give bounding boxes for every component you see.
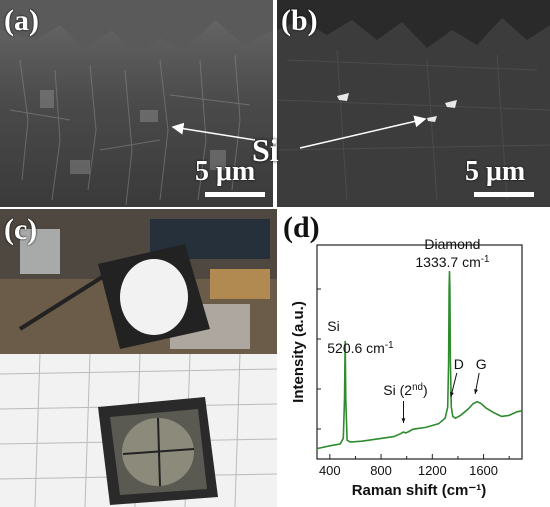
x-tick-label: 400 bbox=[319, 463, 341, 478]
panel-label-b: (b) bbox=[281, 4, 318, 37]
annotation-si-shift: 520.6 cm-1 bbox=[327, 340, 393, 357]
x-axis-label: Raman shift (cm⁻¹) bbox=[352, 482, 487, 499]
scale-bar-label-b: 5 μm bbox=[465, 156, 526, 187]
superscript: -1 bbox=[385, 340, 394, 351]
panel-label-a: (a) bbox=[4, 4, 39, 37]
x-tick-label: 1200 bbox=[418, 463, 447, 478]
panel-label-d: (d) bbox=[283, 211, 320, 244]
panel-b-sem-image: (b) 5 μm bbox=[277, 0, 550, 207]
annotation-si-second-order: Si (2nd) bbox=[383, 382, 427, 399]
scale-bar-b bbox=[474, 192, 534, 197]
sem-image-b bbox=[277, 0, 550, 207]
annotation-d-band: D bbox=[454, 356, 464, 372]
annotation-diamond: Diamond bbox=[424, 236, 480, 252]
superscript: -1 bbox=[481, 254, 490, 265]
arrow-head bbox=[450, 392, 454, 397]
annotation-si-second-order-tail: ) bbox=[423, 382, 428, 398]
arrow-head bbox=[474, 389, 478, 394]
x-tick-label: 1600 bbox=[469, 463, 498, 478]
photo-sample bbox=[0, 209, 277, 507]
raman-chart: 400 800 1200 1600 Raman shift (cm⁻¹) Intens… bbox=[290, 236, 523, 499]
si-annotation-label: Si bbox=[252, 132, 279, 168]
scale-bar-label-a: 5 μm bbox=[195, 156, 256, 187]
panel-c-photos: (c) bbox=[0, 209, 277, 507]
x-tick-label: 800 bbox=[370, 463, 392, 478]
si-arrows bbox=[171, 115, 427, 149]
annotation-diamond-shift: 1333.7 cm-1 bbox=[415, 254, 489, 271]
superscript: nd bbox=[412, 382, 423, 393]
plot-frame bbox=[316, 244, 523, 460]
annotation-g-band: G bbox=[476, 356, 487, 372]
annotation-si: Si bbox=[327, 318, 339, 334]
sem-image-a bbox=[0, 0, 273, 207]
arrow-head bbox=[401, 418, 406, 423]
raman-spectrum-line bbox=[316, 270, 523, 450]
panel-a-sem-image: (a) 5 μm bbox=[0, 0, 273, 207]
y-axis-label: Intensity (a.u.) bbox=[290, 301, 307, 403]
panel-label-c: (c) bbox=[4, 213, 38, 246]
scale-bar-a bbox=[205, 192, 265, 197]
panel-d-raman-chart: 400 800 1200 1600 Raman shift (cm⁻¹) Intens… bbox=[279, 209, 550, 507]
